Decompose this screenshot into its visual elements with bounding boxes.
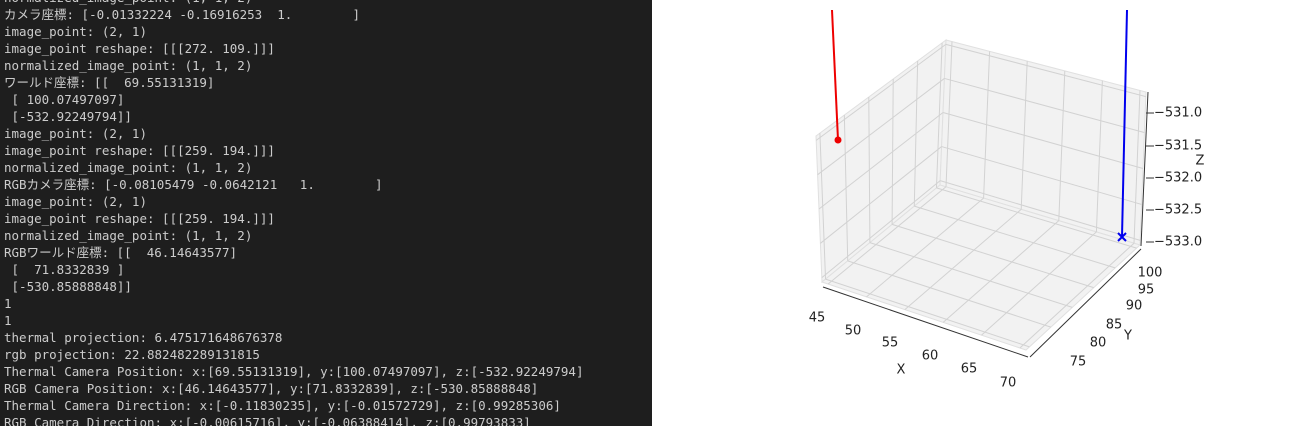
- terminal-line: image_point: (2, 1): [4, 126, 147, 141]
- pane: [820, 184, 1141, 351]
- terminal-line: image_point: (2, 1): [4, 194, 147, 209]
- x-tick-label: 55: [882, 336, 899, 351]
- x-tick-label: 50: [845, 324, 862, 339]
- grid-line: [817, 78, 945, 176]
- grid-line: [869, 242, 1073, 308]
- terminal-line: normalized_image_point: (1, 1, 2): [4, 160, 253, 175]
- grid-line: [827, 186, 947, 285]
- grid-line: [866, 197, 984, 298]
- grid-line: [941, 146, 1142, 205]
- x-tick-label: 70: [1000, 376, 1017, 391]
- grid-line: [904, 208, 1022, 310]
- terminal-line: image_point reshape: [[[259. 194.]]]: [4, 211, 275, 226]
- grid-line: [825, 278, 1030, 348]
- terminal-line: normalized_image_point: (1, 1, 2): [4, 58, 253, 73]
- terminal-line: 1: [4, 313, 12, 328]
- terminal-line: thermal projection: 6.475171648676378: [4, 330, 283, 345]
- grid-line: [945, 43, 1146, 98]
- grid-line: [818, 112, 944, 210]
- grid-line: [942, 220, 1060, 323]
- grid-line: [1019, 242, 1135, 349]
- y-tick-label: 80: [1090, 336, 1107, 351]
- grid: [815, 41, 1146, 349]
- grid-line: [847, 260, 1052, 328]
- grid-line: [942, 112, 1144, 169]
- grid-line: [936, 187, 1137, 249]
- terminal-line: image_point reshape: [[[259. 194.]]]: [4, 143, 275, 158]
- y-tick-label: 90: [1126, 299, 1143, 314]
- y-label: Y: [1123, 329, 1132, 344]
- thermal-point: [834, 136, 842, 144]
- terminal-line: [ 100.07497097]: [4, 92, 125, 107]
- rgb-line: [1121, 9, 1128, 238]
- terminal-line: normalized_image_point: (1, 1, 2): [4, 228, 253, 243]
- x-tick-label: 45: [809, 311, 826, 326]
- x-label: X: [897, 363, 906, 378]
- y-tick-label: 100: [1138, 266, 1163, 281]
- z-tick-label: −533.0: [1154, 235, 1202, 250]
- terminal-line: rgb projection: 22.882482289131815: [4, 347, 260, 362]
- x-tick-label: 65: [961, 362, 978, 377]
- rgb-point: [1117, 232, 1127, 242]
- x-tick-label: 60: [922, 349, 939, 364]
- terminal: normalized_image_point: (1, 1, 2)カメラ座標: …: [0, 0, 652, 426]
- terminal-line: [ 71.8332839 ]: [4, 262, 125, 277]
- terminal-line: image_point reshape: [[[272. 109.]]]: [4, 41, 275, 56]
- panes: [815, 38, 1147, 351]
- grid-line: [820, 146, 942, 244]
- terminal-line: normalized_image_point: (1, 1, 2): [4, 0, 252, 6]
- y-axis: [1029, 248, 1142, 358]
- terminal-line: ワールド座標: [[ 69.55131319]: [4, 75, 215, 90]
- grid-line: [940, 180, 1141, 241]
- terminal-line: RGB Camera Position: x:[46.14643577], y:…: [4, 381, 539, 396]
- z-tick-label: −531.0: [1154, 106, 1202, 121]
- terminal-line: カメラ座標: [-0.01332224 -0.16916253 1. ]: [4, 7, 360, 22]
- y-tick-label: 75: [1070, 355, 1087, 370]
- z-tick-label: −532.5: [1154, 203, 1202, 218]
- terminal-line: Thermal Camera Position: x:[69.55131319]…: [4, 364, 584, 379]
- z-label: Z: [1196, 154, 1205, 169]
- y-tick-label: 85: [1106, 318, 1123, 333]
- terminal-line: RGBワールド座標: [[ 46.14643577]: [4, 245, 238, 260]
- grid-line: [891, 223, 1094, 289]
- terminal-line: [-532.92249794]]: [4, 109, 132, 124]
- terminal-line: RGB Camera Direction: x:[-0.00615716], y…: [4, 415, 531, 426]
- x-axis: [822, 286, 1029, 358]
- terminal-line: image_point: (2, 1): [4, 24, 147, 39]
- terminal-line: Thermal Camera Direction: x:[-0.11830235…: [4, 398, 561, 413]
- grid-line: [944, 77, 1145, 134]
- terminal-line: RGBカメラ座標: [-0.08105479 -0.0642121 1. ]: [4, 177, 383, 192]
- terminal-line: 1: [4, 296, 12, 311]
- z-tick-label: −532.0: [1154, 171, 1202, 186]
- z-tick-label: −531.5: [1154, 139, 1202, 154]
- terminal-line: [-530.85888848]]: [4, 279, 132, 294]
- grid-line: [981, 231, 1097, 336]
- z-axis: [1140, 91, 1149, 247]
- y-tick-label: 95: [1138, 283, 1155, 298]
- grid-line: [821, 180, 941, 279]
- grid-line: [914, 205, 1116, 269]
- thermal-line: [831, 9, 839, 141]
